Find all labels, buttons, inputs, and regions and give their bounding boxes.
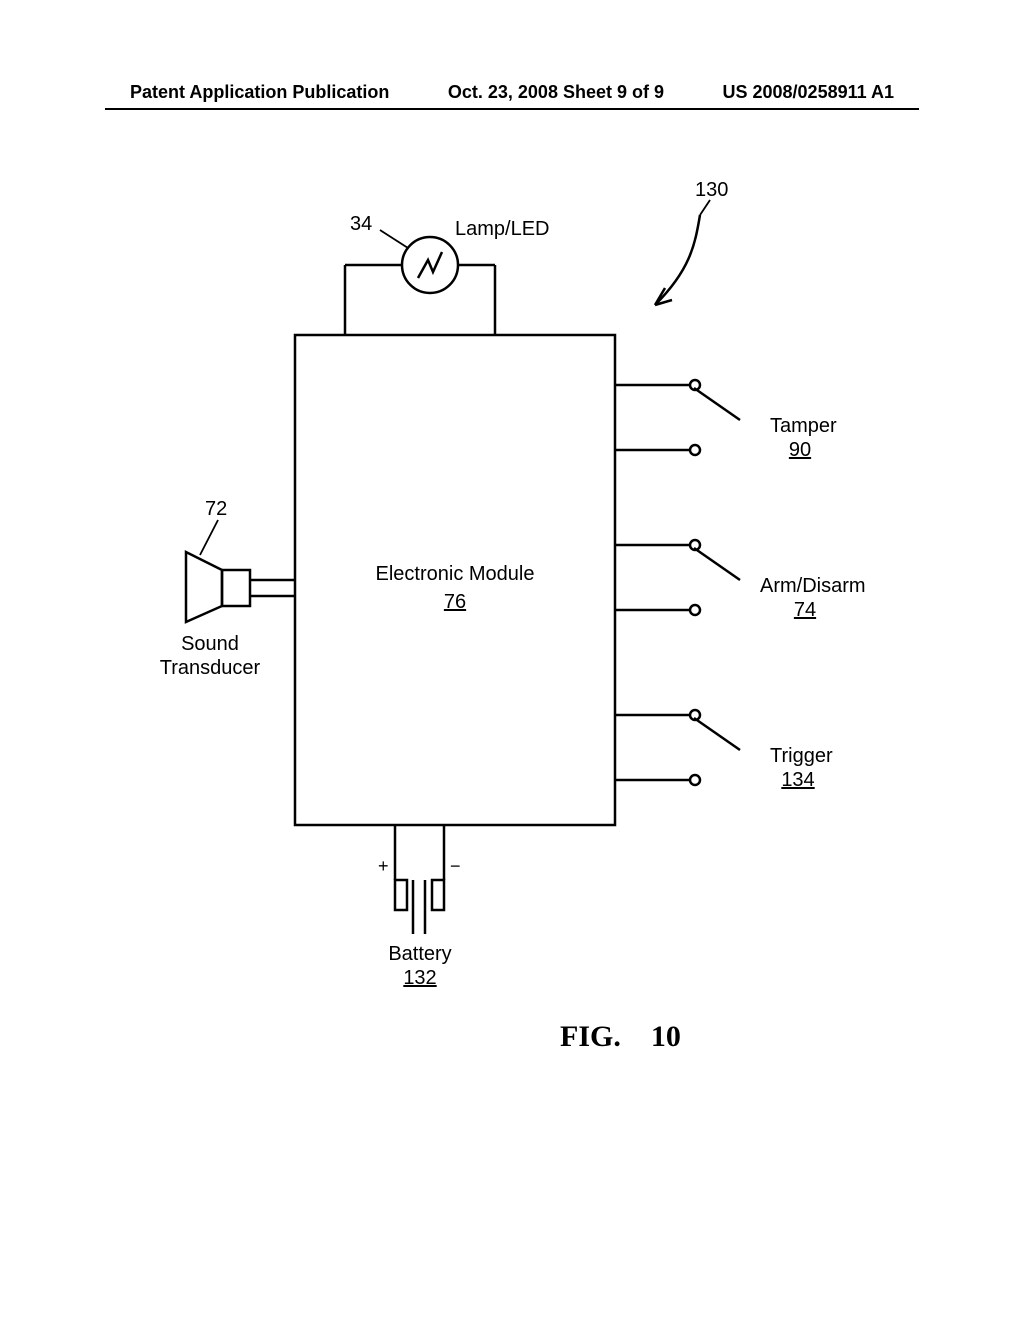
tamper-label: Tamper: [770, 415, 837, 437]
figure-caption-num: 10: [651, 1020, 681, 1053]
trigger-ref: 134: [781, 769, 814, 791]
assembly-ref: 130: [695, 179, 728, 201]
switch-trigger: [615, 710, 740, 785]
sound-ref: 72: [205, 498, 227, 520]
armdisarm-label: Arm/Disarm: [760, 575, 866, 597]
page-header: Patent Application Publication Oct. 23, …: [0, 82, 1024, 103]
battery-plus: +: [378, 856, 389, 876]
figure-caption-prefix: FIG.: [560, 1020, 621, 1053]
header-right: US 2008/0258911 A1: [723, 82, 894, 103]
battery-ref: 132: [403, 967, 436, 989]
diagram-container: 130 34 Lamp/LED Electronic Module 76 72 …: [0, 160, 1024, 1160]
battery-label: Battery: [388, 943, 451, 965]
diagram-svg: 130 34 Lamp/LED Electronic Module 76 72 …: [0, 160, 1024, 1060]
trigger-label: Trigger: [770, 745, 833, 767]
switch-arm-disarm: [615, 540, 740, 615]
lamp-label: Lamp/LED: [455, 218, 550, 240]
battery-minus: −: [450, 856, 461, 876]
armdisarm-ref: 74: [794, 599, 816, 621]
switch-tamper: [615, 380, 740, 455]
tamper-ref: 90: [789, 439, 811, 461]
speaker-cone: [186, 552, 222, 622]
header-rule: [105, 108, 919, 110]
figure-caption: FIG. 10: [560, 1020, 681, 1054]
header-left: Patent Application Publication: [130, 82, 389, 103]
speaker-body: [222, 570, 250, 606]
header-center: Oct. 23, 2008 Sheet 9 of 9: [448, 82, 664, 103]
module-ref: 76: [444, 591, 466, 613]
module-label: Electronic Module: [376, 563, 535, 585]
lamp-ref: 34: [350, 213, 372, 235]
sound-label1: Sound: [181, 633, 239, 655]
sound-label2: Transducer: [160, 657, 261, 679]
